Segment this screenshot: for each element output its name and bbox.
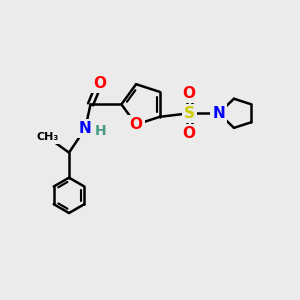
Text: O: O — [183, 86, 196, 101]
Text: O: O — [93, 76, 106, 91]
Text: S: S — [184, 106, 195, 121]
Text: N: N — [212, 106, 225, 121]
Text: CH₃: CH₃ — [37, 132, 59, 142]
Text: N: N — [79, 121, 92, 136]
Text: H: H — [95, 124, 106, 138]
Text: O: O — [130, 117, 142, 132]
Text: O: O — [183, 126, 196, 141]
